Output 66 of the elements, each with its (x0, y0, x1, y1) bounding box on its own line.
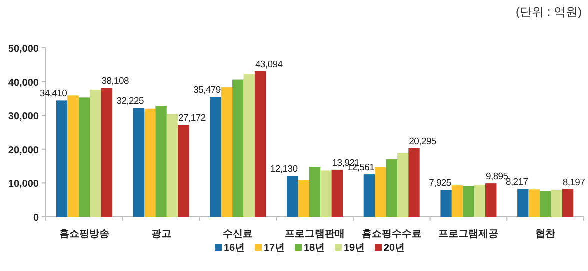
legend-label: 18년 (304, 243, 326, 254)
x-tick-label: 홈쇼핑수수료 (362, 229, 422, 240)
legend-label: 19년 (344, 243, 366, 254)
bar (408, 148, 420, 217)
bar (133, 108, 144, 217)
bar (375, 167, 386, 217)
bar (144, 108, 156, 217)
bar (56, 100, 68, 217)
bar (332, 170, 343, 217)
x-tick-label: 광고 (151, 229, 172, 240)
x-tick-label: 협찬 (536, 229, 556, 240)
text: (단위 : 억원) (516, 5, 582, 19)
data-label: 27,172 (178, 113, 206, 124)
y-tick-label: 0 (33, 213, 40, 224)
y-tick-label: 30,000 (8, 112, 40, 123)
bar (178, 125, 190, 217)
bar (68, 96, 79, 217)
data-label: 43,094 (255, 59, 283, 70)
bar (397, 153, 409, 217)
bar (540, 191, 552, 217)
data-label: 35,479 (194, 85, 221, 96)
bar (474, 184, 486, 217)
data-label: 20,295 (409, 136, 436, 148)
y-tick-label: 50,000 (8, 44, 40, 55)
x-tick-label: 프로그램판매 (285, 229, 345, 240)
bar (232, 80, 244, 217)
legend-label: 20년 (384, 243, 406, 254)
bar (528, 190, 540, 217)
bar (90, 90, 102, 217)
x-tick-label: 수신료 (223, 229, 254, 240)
bar (452, 186, 464, 217)
bar (518, 189, 529, 217)
bar (386, 160, 398, 217)
y-tick-label: 40,000 (8, 78, 40, 89)
bar (298, 180, 310, 217)
data-label: 8,217 (506, 177, 528, 188)
bar (101, 88, 112, 217)
bar (210, 97, 222, 217)
x-tick-label: 프로그램제공 (438, 229, 499, 240)
y-tick-label: 20,000 (8, 145, 40, 156)
bar (244, 74, 255, 217)
data-label: 9,895 (486, 172, 508, 183)
bar (486, 184, 497, 217)
bar (463, 186, 474, 217)
bar (440, 190, 452, 217)
bar (78, 98, 90, 217)
data-label: 34,410 (40, 88, 68, 100)
bar (166, 114, 178, 217)
bar (254, 71, 266, 217)
bar (364, 174, 376, 217)
data-label: 32,225 (116, 96, 144, 108)
legend-label: 17년 (264, 243, 286, 254)
data-label: 38,108 (102, 76, 129, 88)
y-tick-label: 10,000 (8, 179, 40, 190)
bar (156, 106, 167, 217)
data-label: 12,130 (270, 164, 298, 175)
bar (287, 176, 298, 217)
bar (309, 166, 321, 217)
bar (551, 190, 562, 217)
data-label: 8,197 (562, 177, 586, 188)
data-label: 7,925 (429, 178, 452, 190)
x-tick-label: 홈쇼핑방송 (59, 229, 110, 240)
bar (320, 170, 332, 217)
bar (562, 189, 574, 217)
legend-label: 16년 (224, 243, 246, 254)
bar (221, 88, 233, 217)
